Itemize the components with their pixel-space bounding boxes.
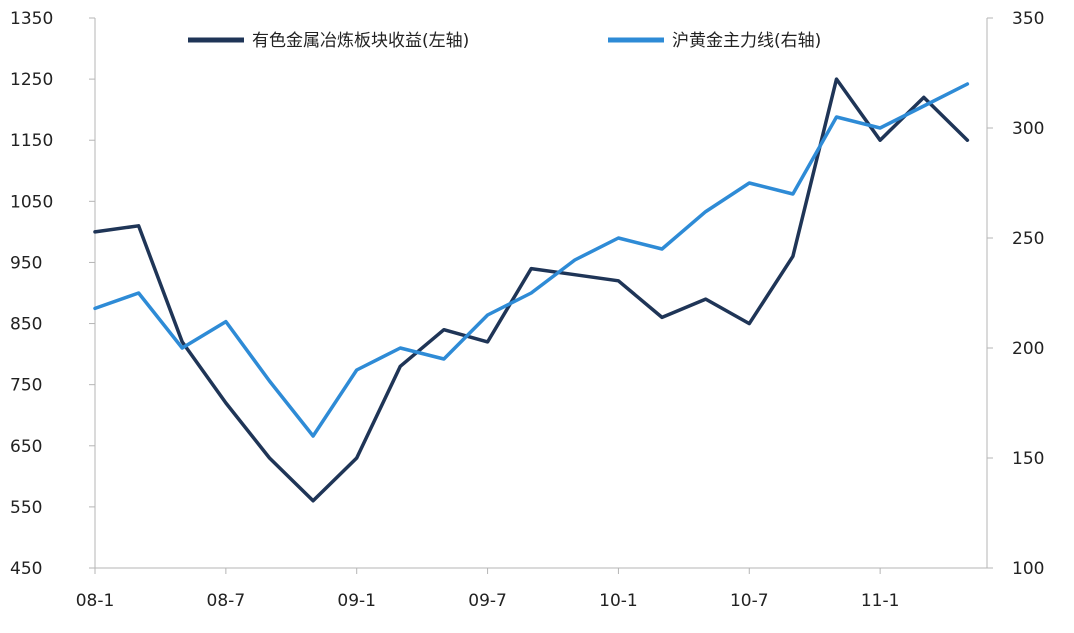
legend: 有色金属冶炼板块收益(左轴) 沪黄金主力线(右轴) xyxy=(188,31,821,51)
right-tick-label: 350 xyxy=(1012,9,1044,29)
x-tick-label: 10-7 xyxy=(730,591,769,611)
left-tick-label: 1250 xyxy=(10,70,53,90)
left-tick-label: 450 xyxy=(10,559,42,579)
axes: 1350 1250 1150 1050 950 850 750 650 550 450 350 300… xyxy=(10,9,1044,611)
left-tick-label: 1350 xyxy=(10,9,53,29)
right-tick-label: 200 xyxy=(1012,339,1044,359)
left-tick-label: 650 xyxy=(10,437,42,457)
x-tick-label: 11-1 xyxy=(861,591,900,611)
legend-label-series-1: 有色金属冶炼板块收益(左轴) xyxy=(252,31,469,51)
series-line-1 xyxy=(93,77,970,503)
series-line-2 xyxy=(93,82,970,438)
x-tick-label: 09-7 xyxy=(468,591,507,611)
left-tick-label: 1050 xyxy=(10,192,53,212)
left-tick-label: 950 xyxy=(10,253,42,273)
left-tick-label: 750 xyxy=(10,376,42,396)
right-tick-label: 100 xyxy=(1012,559,1044,579)
x-tick-label: 09-1 xyxy=(337,591,376,611)
x-tick-label: 08-7 xyxy=(207,591,246,611)
x-tick-label: 08-1 xyxy=(76,591,115,611)
right-tick-label: 150 xyxy=(1012,449,1044,469)
left-tick-label: 550 xyxy=(10,498,42,518)
right-tick-label: 250 xyxy=(1012,229,1044,249)
legend-label-series-2: 沪黄金主力线(右轴) xyxy=(672,31,821,51)
right-tick-label: 300 xyxy=(1012,119,1044,139)
x-tick-label: 10-1 xyxy=(599,591,638,611)
series-layer xyxy=(93,77,970,503)
left-tick-label: 1150 xyxy=(10,131,53,151)
left-tick-label: 850 xyxy=(10,315,42,335)
